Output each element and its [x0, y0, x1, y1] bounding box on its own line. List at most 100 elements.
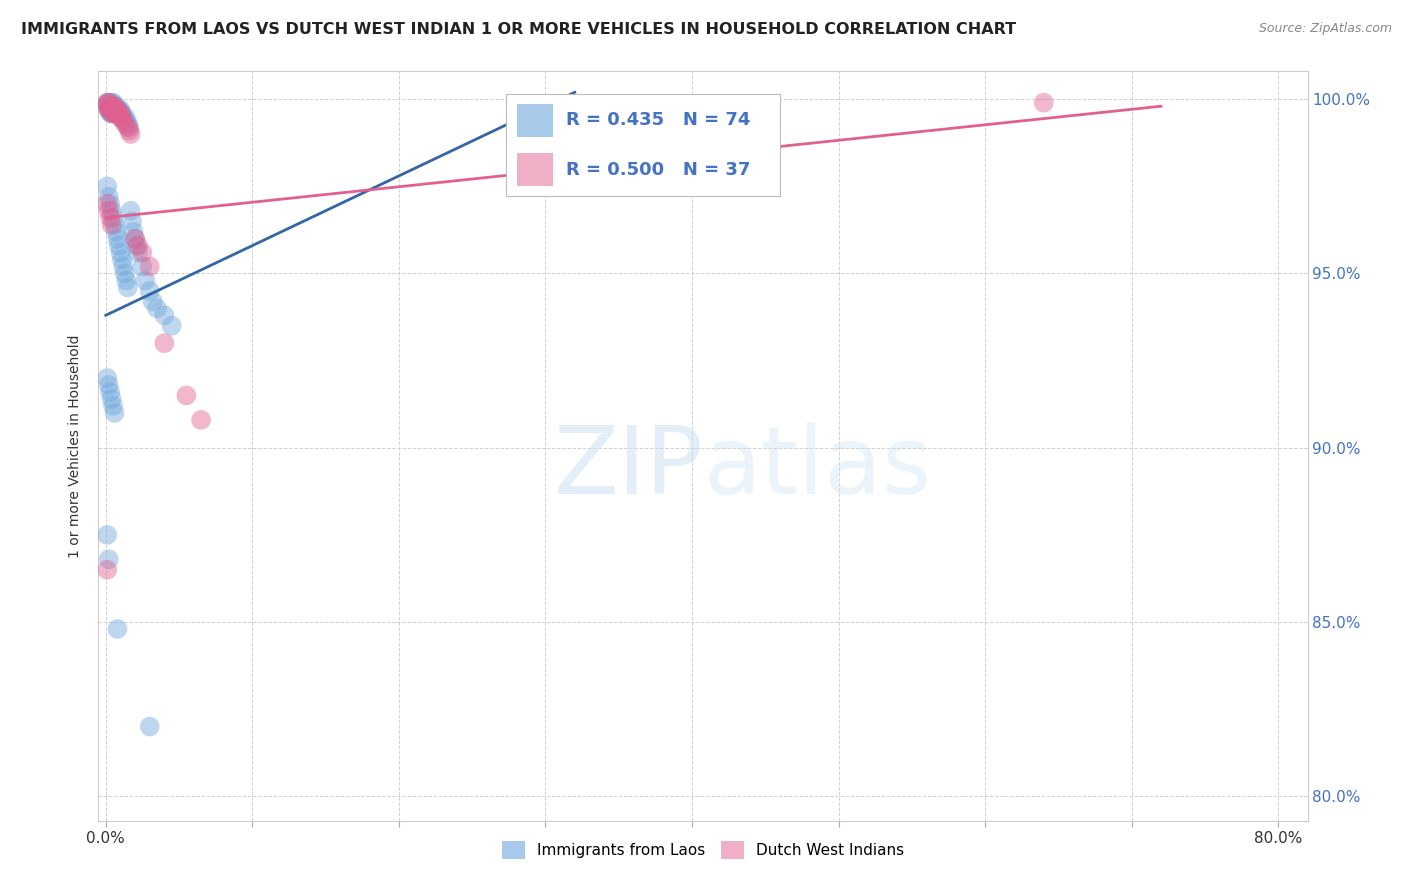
Point [125, 238, 148, 252]
Point [131, 245, 153, 260]
Point [98, 106, 121, 120]
Text: R = 0.500   N = 37: R = 0.500 N = 37 [567, 161, 751, 178]
Point [97, 103, 120, 117]
Point [1032, 95, 1054, 110]
Point [100, 203, 122, 218]
Point [111, 110, 134, 124]
Point [107, 106, 129, 120]
Point [98, 196, 121, 211]
Point [100, 99, 122, 113]
Point [112, 113, 135, 128]
Y-axis label: 1 or more Vehicles in Household: 1 or more Vehicles in Household [69, 334, 83, 558]
Point [101, 103, 124, 117]
Point [108, 103, 131, 117]
Point [120, 127, 142, 141]
Point [107, 232, 129, 246]
Point [101, 106, 124, 120]
Point [107, 622, 129, 636]
Point [115, 113, 138, 128]
Point [110, 110, 132, 124]
Point [108, 110, 131, 124]
Point [96, 196, 118, 211]
Point [96, 528, 118, 542]
Point [100, 99, 122, 113]
Text: ZIP: ZIP [554, 423, 703, 515]
Text: atlas: atlas [703, 423, 931, 515]
Point [103, 103, 125, 117]
Point [97, 552, 120, 566]
Point [111, 252, 134, 267]
Point [134, 273, 156, 287]
Point [97, 203, 120, 218]
Point [138, 284, 160, 298]
Point [111, 106, 134, 120]
Point [127, 245, 149, 260]
Point [108, 106, 131, 120]
Text: Source: ZipAtlas.com: Source: ZipAtlas.com [1258, 22, 1392, 36]
Point [98, 211, 121, 225]
Point [103, 406, 125, 420]
Point [110, 245, 132, 260]
Point [190, 413, 212, 427]
FancyBboxPatch shape [517, 153, 553, 186]
Point [103, 103, 125, 117]
Point [110, 106, 132, 120]
Point [100, 103, 122, 117]
Point [96, 179, 118, 194]
Point [127, 238, 149, 252]
Point [160, 318, 183, 333]
Point [121, 214, 143, 228]
Point [101, 103, 124, 117]
Point [131, 260, 153, 274]
Point [96, 99, 118, 113]
Point [142, 294, 165, 309]
Point [110, 103, 132, 117]
Point [105, 106, 128, 120]
Text: IMMIGRANTS FROM LAOS VS DUTCH WEST INDIAN 1 OR MORE VEHICLES IN HOUSEHOLD CORREL: IMMIGRANTS FROM LAOS VS DUTCH WEST INDIA… [21, 22, 1017, 37]
Point [101, 106, 124, 120]
Point [107, 103, 129, 117]
Point [100, 95, 122, 110]
Point [115, 273, 138, 287]
Point [122, 225, 145, 239]
Point [107, 106, 129, 120]
Point [105, 103, 128, 117]
Point [97, 95, 120, 110]
Point [98, 99, 121, 113]
Point [97, 103, 120, 117]
Point [117, 117, 139, 131]
Point [118, 120, 141, 135]
Point [107, 103, 129, 117]
FancyBboxPatch shape [517, 104, 553, 136]
Point [101, 399, 124, 413]
Point [96, 563, 118, 577]
Text: R = 0.435   N = 74: R = 0.435 N = 74 [567, 112, 751, 129]
Point [112, 113, 135, 128]
Point [111, 110, 134, 124]
Point [98, 103, 121, 117]
Point [117, 280, 139, 294]
Point [98, 384, 121, 399]
Point [112, 260, 135, 274]
Point [124, 232, 146, 246]
Point [100, 218, 122, 232]
Point [97, 99, 120, 113]
Point [108, 238, 131, 252]
Point [97, 378, 120, 392]
Point [105, 99, 128, 113]
Point [103, 99, 125, 113]
Point [105, 103, 128, 117]
Point [138, 720, 160, 734]
Point [114, 110, 136, 124]
Point [103, 218, 125, 232]
Point [96, 371, 118, 385]
Point [118, 123, 141, 137]
Point [98, 99, 121, 113]
Point [114, 267, 136, 281]
Point [153, 308, 176, 322]
Point [97, 190, 120, 204]
Point [100, 106, 122, 120]
Point [98, 95, 121, 110]
Point [100, 392, 122, 406]
Point [96, 95, 118, 110]
